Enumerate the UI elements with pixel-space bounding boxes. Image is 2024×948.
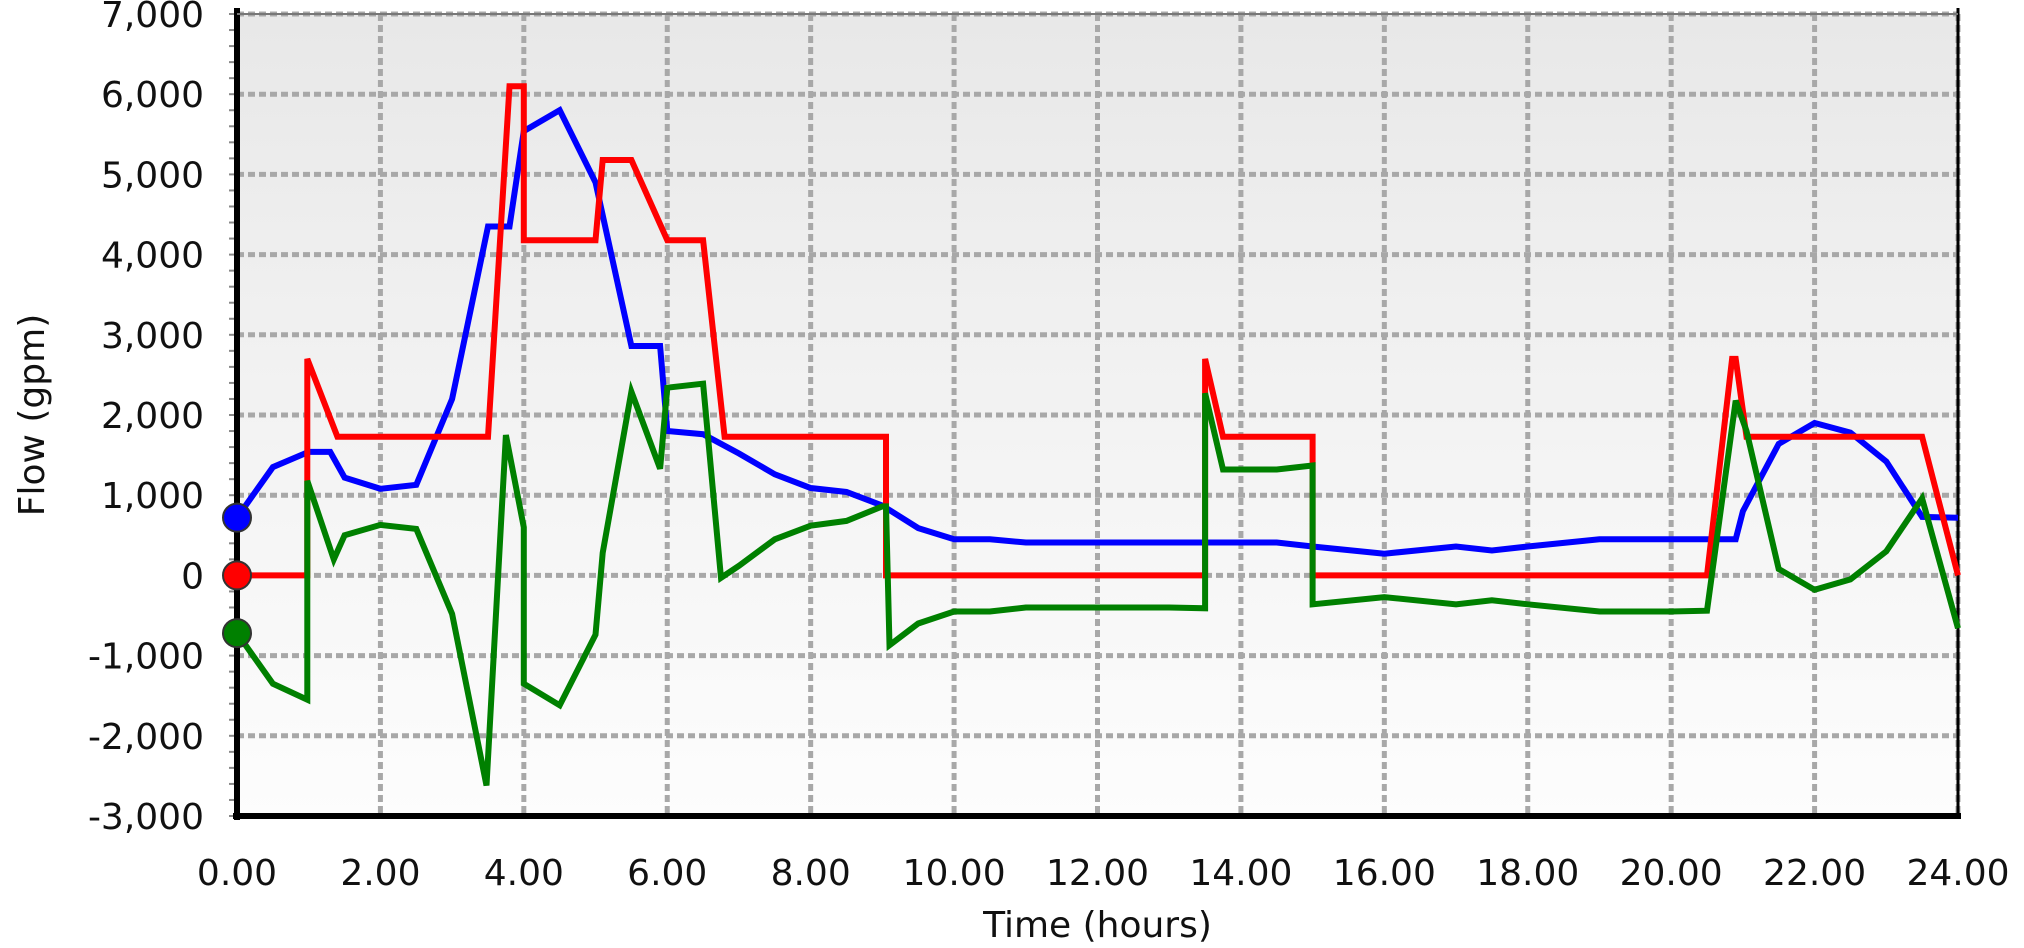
x-tick-label: 14.00	[1189, 853, 1292, 894]
x-tick-label: 24.00	[1906, 853, 2009, 894]
x-tick-label: 18.00	[1476, 853, 1579, 894]
x-tick-label: 12.00	[1046, 853, 1149, 894]
x-tick-label: 6.00	[627, 853, 707, 894]
y-tick-label: 0	[181, 556, 204, 597]
y-axis-title: Flow (gpm)	[12, 314, 53, 516]
y-tick-label: 3,000	[101, 316, 204, 357]
x-tick-label: 0.00	[197, 853, 277, 894]
x-tick-labels: 0.00 2.00 4.00 6.00 8.00 10.00 12.00 14.00 16.00…	[197, 853, 2010, 894]
x-tick-label: 4.00	[484, 853, 564, 894]
y-tick-label: 6,000	[101, 75, 204, 116]
y-tick-labels: 7,000 6,000 5,000 4,000 3,000 2,000 1,000 0 -1,0…	[88, 0, 204, 838]
x-tick-label: 2.00	[340, 853, 420, 894]
series-line-3	[234, 380, 1961, 787]
y-tick-label: -2,000	[88, 717, 204, 758]
y-tick-label: 1,000	[101, 476, 204, 517]
y-tick-label: 4,000	[101, 236, 204, 277]
series-start-marker-2	[222, 560, 252, 591]
series-start-marker-1	[222, 502, 252, 533]
x-axis-title: Time (hours)	[982, 905, 1212, 946]
x-tick-label: 22.00	[1763, 853, 1866, 894]
series-layer	[234, 83, 1961, 787]
y-tick-label: 2,000	[101, 396, 204, 437]
series-start-marker-3	[222, 618, 252, 649]
start-markers	[222, 502, 252, 649]
y-tick-label: 7,000	[101, 0, 204, 36]
axes	[229, 8, 1961, 820]
x-tick-label: 20.00	[1620, 853, 1723, 894]
x-tick-label: 16.00	[1333, 853, 1436, 894]
x-tick-label: 8.00	[771, 853, 851, 894]
y-tick-label: -1,000	[88, 637, 204, 678]
x-tick-label: 10.00	[903, 853, 1006, 894]
y-tick-label: -3,000	[88, 797, 204, 838]
y-tick-label: 5,000	[101, 155, 204, 196]
